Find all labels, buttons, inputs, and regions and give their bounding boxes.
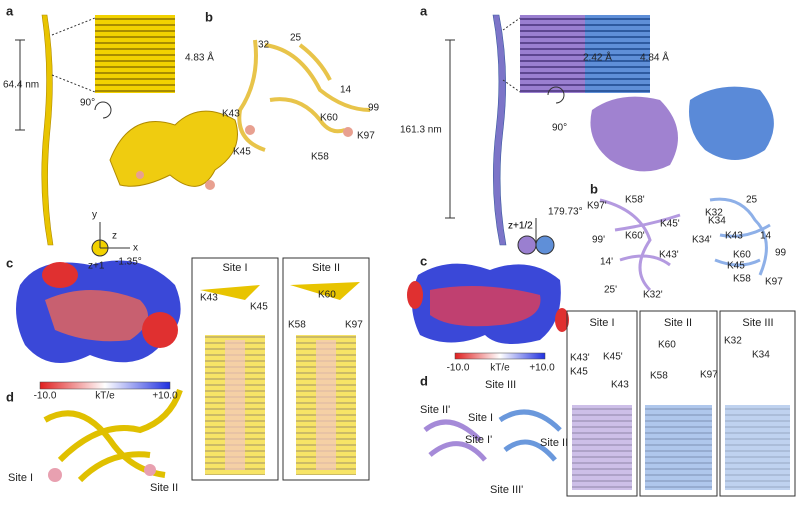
panel-label: c [6, 255, 13, 270]
annotation: kT/e [490, 363, 510, 374]
site-label: Site I' [465, 434, 492, 446]
annotation: y [92, 210, 97, 221]
annotation: -10.0 [34, 391, 57, 402]
annotation: K60 [320, 113, 338, 124]
annotation: K45' [660, 219, 680, 230]
site-label: Site III [742, 317, 773, 329]
left-panel-a-art [15, 14, 238, 257]
panel-label: d [6, 389, 14, 404]
annotation: K58 [311, 152, 329, 163]
annotation: z [112, 231, 117, 242]
panel-label: d [420, 373, 428, 388]
site-label: Site II [664, 317, 692, 329]
annotation: K97 [345, 320, 363, 331]
annotation: 4.83 Å [185, 51, 214, 64]
annotation: K58' [625, 195, 645, 206]
annotation: K34' [692, 235, 712, 246]
annotation: K58 [733, 274, 751, 285]
annotation: 90° [80, 98, 95, 109]
annotation: +10.0 [529, 363, 555, 374]
annotation: 179.73° [548, 207, 583, 218]
annotation: K43 [222, 109, 240, 120]
right-panel-b-art [599, 197, 771, 292]
site-label: Site II [312, 262, 340, 274]
annotation: 25 [290, 33, 302, 44]
annotation: 2.42 Å [583, 51, 612, 64]
annotation: K58 [288, 320, 306, 331]
site-label: Site II [150, 482, 178, 494]
annotation: 161.3 nm [400, 125, 442, 136]
panel-label: c [420, 253, 427, 268]
annotation: 25 [746, 195, 758, 206]
left-panel-d-art [43, 388, 183, 483]
site-label: Site I [589, 317, 614, 329]
annotation: K45 [570, 367, 588, 378]
annotation: kT/e [95, 391, 115, 402]
right-panel-d-art [423, 409, 562, 462]
annotation: K34 [708, 216, 726, 227]
annotation: K60 [658, 340, 676, 351]
site-label: Site I [222, 262, 247, 274]
annotation: +10.0 [152, 391, 178, 402]
left-panel-c-art [16, 257, 370, 481]
annotation: K45 [250, 302, 268, 313]
annotation: K43' [659, 250, 679, 261]
annotation: K97 [765, 277, 783, 288]
site-label: Site I [468, 412, 493, 424]
annotation: K97' [587, 201, 607, 212]
annotation: K97 [357, 131, 375, 142]
annotation: K32' [643, 290, 663, 301]
annotation: 90° [552, 123, 567, 134]
site-label: Site III' [490, 484, 523, 496]
panel-label: a [420, 3, 428, 18]
site-label: Site I [8, 472, 33, 484]
annotation: 14 [760, 231, 772, 242]
right-panel-a-art [445, 14, 774, 255]
annotation: 14' [600, 257, 613, 268]
annotation: K32 [724, 336, 742, 347]
annotation: K60' [625, 231, 645, 242]
annotation: -10.0 [447, 363, 470, 374]
site-label: Site II' [420, 404, 450, 416]
annotation: 99 [368, 103, 380, 114]
annotation: 99' [592, 235, 605, 246]
annotation: K43 [200, 293, 218, 304]
annotation: 64.4 nm [3, 80, 39, 91]
annotation: x [133, 243, 138, 254]
annotation: 99 [775, 248, 787, 259]
panel-label: b [205, 9, 213, 24]
annotation: 25' [604, 285, 617, 296]
annotation: K58 [650, 371, 668, 382]
annotation: K45 [727, 261, 745, 272]
annotation: K97 [700, 370, 718, 381]
site-label: Site II [540, 437, 568, 449]
annotation: 14 [340, 85, 352, 96]
annotation: K43 [611, 380, 629, 391]
annotation: K43' [570, 353, 590, 364]
annotation: 4.84 Å [640, 51, 669, 64]
annotation: z+1/2 [508, 221, 533, 232]
annotation: z+1 [88, 261, 105, 272]
annotation: K60 [733, 250, 751, 261]
annotation: z+1/2 [508, 221, 533, 232]
panel-label: a [6, 3, 14, 18]
annotation: K60 [318, 290, 336, 301]
site-label: Site III [485, 379, 516, 391]
left-panel-b-art [237, 39, 371, 152]
annotation: K34 [752, 350, 770, 361]
panel-label: b [590, 181, 598, 196]
annotation: K43 [725, 231, 743, 242]
annotation: K32 [705, 208, 723, 219]
annotation: K45' [603, 352, 623, 363]
annotation: 32 [258, 40, 270, 51]
annotation: K45 [233, 147, 251, 158]
right-panel-c-art [407, 263, 796, 497]
annotation: -1.35° [115, 257, 142, 268]
